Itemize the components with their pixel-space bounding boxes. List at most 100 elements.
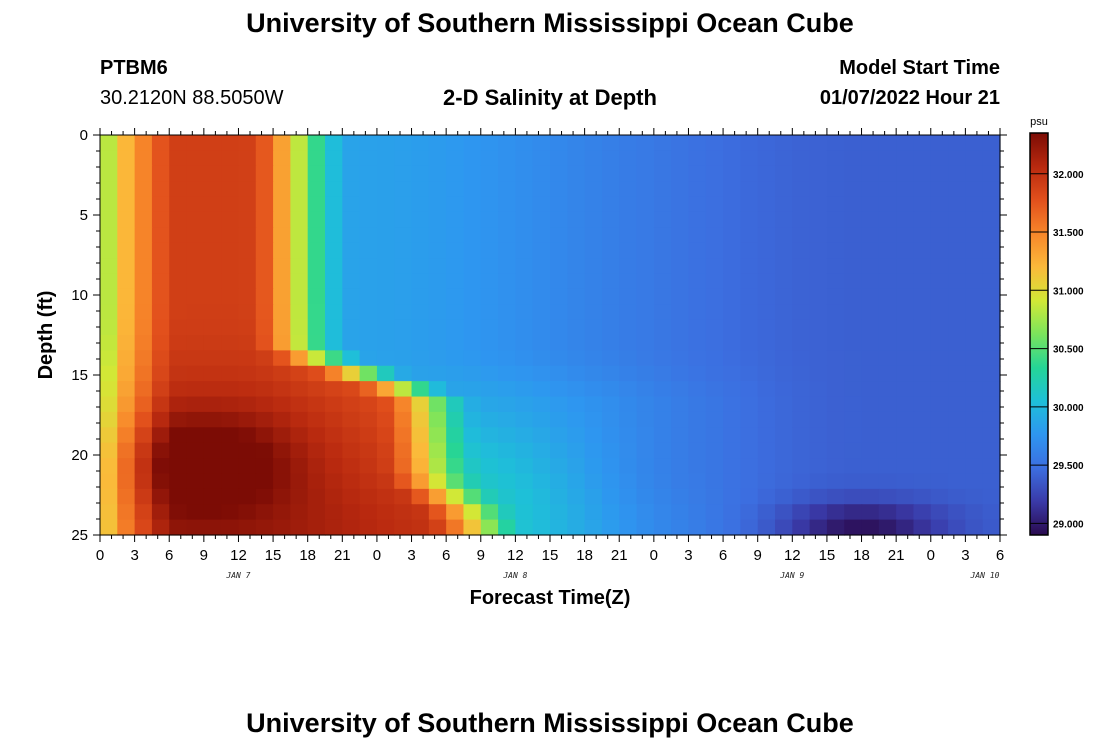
heatmap-cell	[775, 150, 793, 167]
heatmap-cell	[532, 227, 551, 244]
heatmap-cell	[100, 458, 118, 475]
heatmap-cell	[290, 335, 309, 351]
heatmap-cell	[273, 381, 291, 398]
heatmap-cell	[896, 150, 915, 167]
heatmap-cell	[376, 211, 395, 228]
heatmap-cell	[117, 427, 136, 444]
heatmap-cell	[550, 288, 568, 305]
heatmap-cell	[930, 196, 949, 213]
heatmap-cell	[117, 227, 136, 244]
heatmap-cell	[982, 196, 1001, 213]
heatmap-cell	[826, 396, 845, 413]
heatmap-cell	[290, 211, 309, 228]
heatmap-cell	[359, 427, 378, 444]
heatmap-cell	[965, 181, 984, 198]
heatmap-cell	[307, 304, 326, 321]
heatmap-cell	[186, 319, 205, 336]
heatmap-cell	[792, 396, 811, 413]
heatmap-cell	[878, 181, 897, 198]
heatmap-cell	[186, 411, 205, 428]
chart-title: 2-D Salinity at Depth	[443, 85, 657, 110]
heatmap-cell	[325, 458, 343, 475]
heatmap-cell	[221, 458, 240, 475]
heatmap-cell	[982, 519, 1001, 536]
heatmap-cell	[342, 411, 361, 428]
heatmap-cell	[273, 519, 291, 536]
heatmap-cell	[740, 519, 759, 536]
x-tick-label: 18	[576, 547, 593, 564]
heatmap-cell	[705, 365, 724, 382]
heatmap-cell	[221, 258, 240, 275]
heatmap-cell	[463, 335, 482, 351]
heatmap-cell	[671, 196, 690, 213]
heatmap-cell	[169, 288, 188, 305]
heatmap-cell	[567, 365, 586, 382]
heatmap-cell	[515, 211, 534, 228]
heatmap-cell	[688, 350, 707, 367]
heatmap-cell	[255, 350, 274, 367]
heatmap-cell	[238, 458, 257, 475]
heatmap-cell	[100, 488, 118, 505]
heatmap-cell	[238, 150, 257, 167]
heatmap-cell	[775, 135, 793, 151]
colorbar-tick-label: 29.000	[1053, 519, 1084, 530]
heatmap-cell	[896, 365, 915, 382]
heatmap-cell	[342, 365, 361, 382]
heatmap-cell	[861, 442, 880, 459]
heatmap-cell	[498, 181, 516, 198]
heatmap-cell	[826, 135, 845, 151]
heatmap-cell	[601, 365, 620, 382]
heatmap-cell	[636, 319, 655, 336]
heatmap-cell	[653, 258, 672, 275]
heatmap-cell	[221, 504, 240, 521]
heatmap-cell	[117, 196, 136, 213]
heatmap-cell	[671, 442, 690, 459]
heatmap-cell	[601, 427, 620, 444]
heatmap-cell	[342, 304, 361, 321]
heatmap-cell	[446, 319, 465, 336]
heatmap-cell	[948, 335, 966, 351]
heatmap-cell	[325, 504, 343, 521]
heatmap-cell	[619, 396, 638, 413]
heatmap-cell	[307, 411, 326, 428]
heatmap-cell	[913, 288, 932, 305]
x-tick-label: 18	[299, 547, 316, 564]
heatmap-cell	[740, 227, 759, 244]
heatmap-cell	[619, 473, 638, 490]
heatmap-cell	[948, 165, 966, 182]
heatmap-cell	[740, 196, 759, 213]
x-tick-label: 3	[407, 547, 415, 564]
heatmap-cell	[705, 519, 724, 536]
heatmap-cell	[601, 165, 620, 182]
heatmap-cell	[498, 504, 516, 521]
heatmap-cell	[480, 519, 499, 536]
heatmap-cell	[376, 381, 395, 398]
heatmap-cell	[844, 196, 863, 213]
y-tick-label: 20	[71, 447, 88, 464]
heatmap-cell	[844, 396, 863, 413]
heatmap-cell	[463, 196, 482, 213]
heatmap-cell	[740, 427, 759, 444]
heatmap-cell	[117, 242, 136, 259]
heatmap-cell	[775, 365, 793, 382]
heatmap-cell	[203, 319, 222, 336]
heatmap-cell	[532, 350, 551, 367]
heatmap-cell	[567, 304, 586, 321]
heatmap-cell	[463, 473, 482, 490]
x-tick-label: 0	[927, 547, 935, 564]
heatmap-cell	[671, 488, 690, 505]
heatmap-cell	[913, 427, 932, 444]
heatmap-cell	[844, 273, 863, 290]
heatmap-cell	[151, 519, 170, 536]
heatmap-cell	[342, 519, 361, 536]
heatmap-cell	[428, 365, 447, 382]
heatmap-cell	[636, 288, 655, 305]
heatmap-cell	[255, 242, 274, 259]
heatmap-cell	[290, 288, 309, 305]
heatmap-cell	[169, 304, 188, 321]
heatmap-cell	[100, 242, 118, 259]
heatmap-cell	[619, 304, 638, 321]
heatmap-cell	[498, 258, 516, 275]
heatmap-cell	[186, 381, 205, 398]
heatmap-cell	[930, 135, 949, 151]
